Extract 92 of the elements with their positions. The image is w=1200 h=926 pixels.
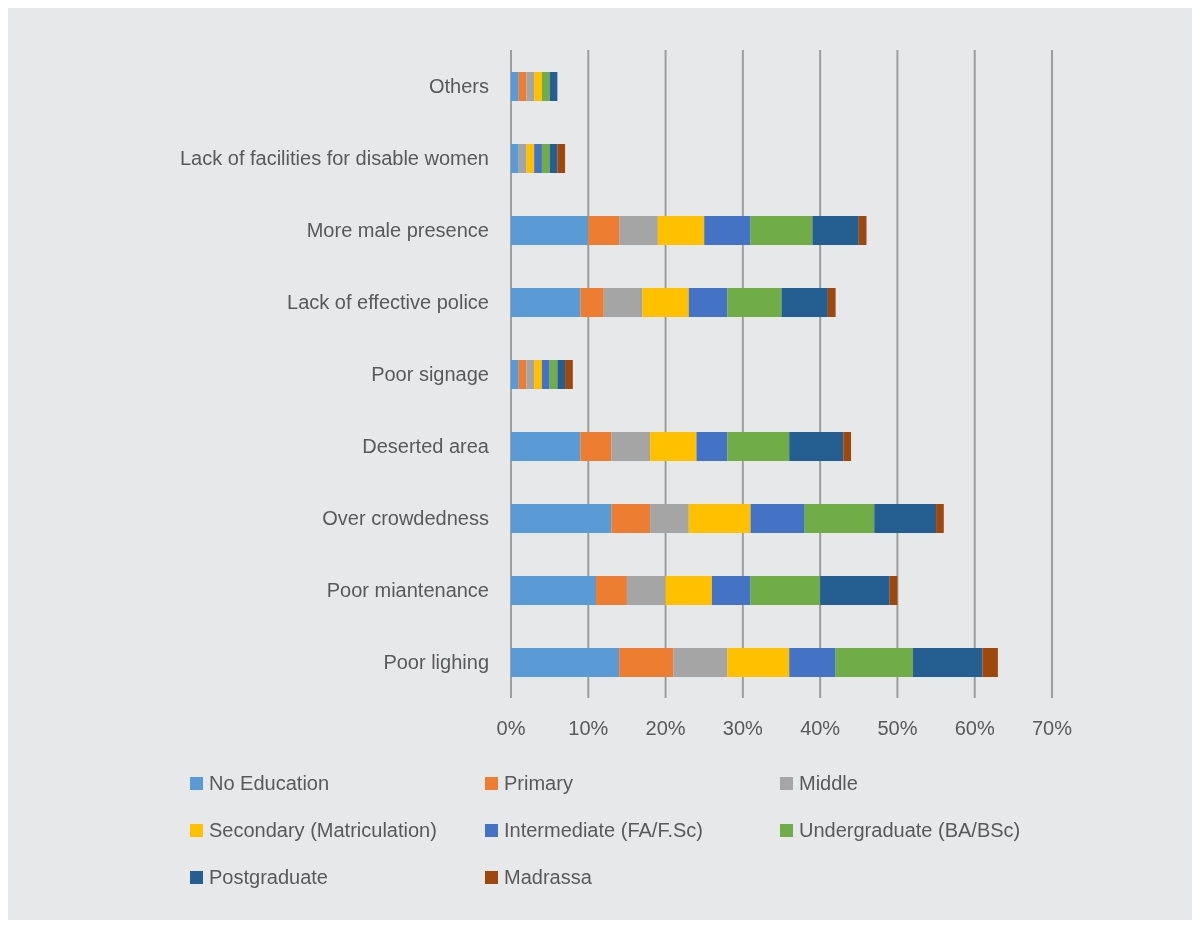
bar — [727, 432, 790, 461]
x-tick-label: 10% — [568, 717, 609, 740]
bar — [511, 504, 612, 533]
y-tick-label: More male presence — [306, 219, 489, 242]
bar — [982, 648, 998, 677]
bar — [588, 216, 620, 245]
bar — [526, 144, 535, 173]
bar — [518, 72, 527, 101]
bar — [696, 432, 728, 461]
bar — [534, 72, 542, 101]
y-tick-label: Poor signage — [371, 363, 489, 386]
bar — [511, 288, 581, 317]
bar — [549, 360, 558, 389]
bar — [611, 504, 651, 533]
bar — [541, 144, 550, 173]
bar — [673, 648, 728, 677]
x-tick-label: 0% — [496, 717, 526, 740]
bar — [534, 360, 542, 389]
bar — [511, 360, 519, 389]
bar — [750, 504, 805, 533]
y-tick-label: Lack of facilities for disable women — [179, 147, 489, 170]
bar — [511, 432, 581, 461]
bar — [557, 144, 566, 173]
bar — [511, 144, 519, 173]
bar — [534, 144, 542, 173]
x-tick-label: 60% — [954, 717, 995, 740]
bar — [596, 576, 627, 605]
bar — [580, 288, 604, 317]
bar — [688, 288, 728, 317]
y-tick-label: Over crowdedness — [322, 507, 489, 530]
x-tick-label: 30% — [722, 717, 764, 740]
y-tick-label: Lack of effective police — [287, 291, 489, 314]
bar — [557, 360, 566, 389]
bar — [812, 216, 859, 245]
legend-label: No Education — [209, 772, 330, 795]
bar — [789, 432, 844, 461]
bar — [650, 432, 697, 461]
bar — [804, 504, 875, 533]
bar — [518, 144, 527, 173]
bar — [657, 216, 705, 245]
bar — [912, 648, 983, 677]
bar — [781, 288, 828, 317]
legend-label: Madrassa — [504, 866, 592, 889]
bar — [858, 216, 867, 245]
bar — [518, 360, 527, 389]
bar — [936, 504, 944, 533]
x-tick-label: 70% — [1031, 717, 1073, 740]
x-tick-label: 50% — [877, 717, 918, 740]
bar — [511, 576, 597, 605]
bar — [835, 648, 913, 677]
bar — [549, 72, 558, 101]
bar — [541, 72, 550, 101]
legend-label: Intermediate (FA/F.Sc) — [504, 819, 703, 842]
bar — [820, 576, 890, 605]
bar — [642, 288, 689, 317]
y-tick-label: Deserted area — [362, 435, 490, 458]
bar — [727, 648, 790, 677]
bar — [619, 648, 674, 677]
bar — [565, 360, 573, 389]
bar — [750, 576, 821, 605]
bar — [889, 576, 898, 605]
bar — [511, 216, 589, 245]
bar — [511, 72, 519, 101]
x-tick-label: 20% — [645, 717, 686, 740]
bar — [843, 432, 852, 461]
bar — [619, 216, 658, 245]
bar — [704, 216, 751, 245]
bar — [789, 648, 836, 677]
legend-label: Postgraduate — [209, 866, 328, 889]
x-tick-label: 40% — [800, 717, 841, 740]
bar — [665, 576, 712, 605]
y-tick-label: Others — [428, 75, 489, 98]
legend-label: Primary — [504, 772, 573, 795]
bar — [526, 360, 535, 389]
bar — [727, 288, 782, 317]
bar — [874, 504, 937, 533]
bar — [711, 576, 751, 605]
bar — [827, 288, 836, 317]
legend-label: Secondary (Matriculation) — [209, 819, 437, 842]
bar — [611, 432, 651, 461]
bar — [580, 432, 612, 461]
bar — [688, 504, 751, 533]
y-tick-label: Poor miantenance — [326, 579, 489, 602]
bar — [511, 648, 620, 677]
y-tick-label: Poor lighing — [383, 651, 489, 674]
bar — [541, 360, 550, 389]
legend-label: Middle — [799, 772, 858, 795]
bar — [750, 216, 813, 245]
legend-label: Undergraduate (BA/BSc) — [799, 819, 1021, 842]
bar — [603, 288, 643, 317]
bar — [526, 72, 535, 101]
bar — [549, 144, 558, 173]
